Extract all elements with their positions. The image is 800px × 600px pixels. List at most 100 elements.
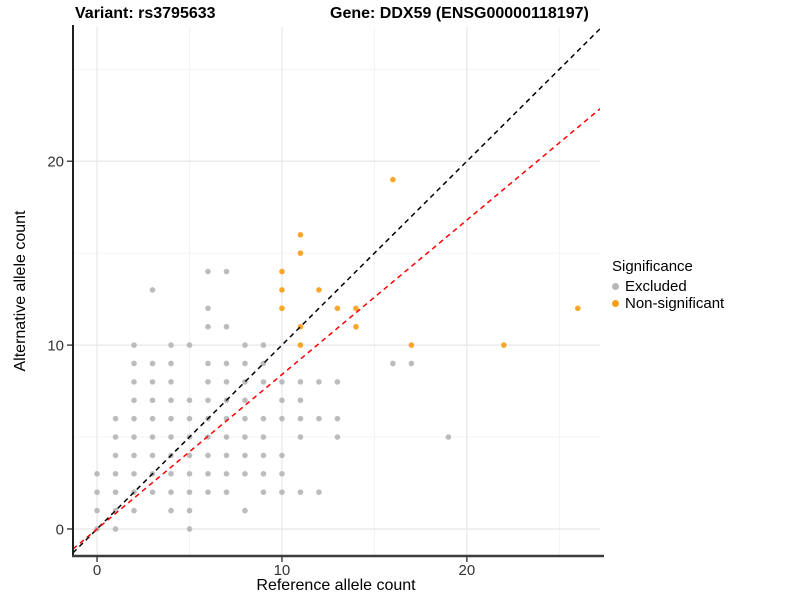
data-point-excluded [260, 434, 267, 440]
data-point-excluded [149, 397, 156, 404]
data-point-excluded [242, 342, 248, 348]
data-point-excluded [205, 379, 211, 385]
data-point-excluded [112, 434, 119, 440]
data-point-excluded [223, 489, 230, 495]
legend-item-non-significant: Non-significant [612, 295, 724, 312]
data-point-excluded [186, 415, 193, 422]
data-point-excluded [260, 379, 267, 385]
data-point-excluded [297, 379, 304, 385]
data-point-excluded [94, 471, 100, 477]
data-point-excluded [168, 342, 174, 348]
data-point-excluded [168, 489, 174, 495]
data-point-excluded [316, 489, 322, 495]
legend-title: Significance [612, 258, 693, 275]
data-point-excluded [279, 471, 285, 477]
data-point-excluded [131, 360, 137, 367]
legend-item-excluded: Excluded [612, 278, 724, 295]
legend-key-dot [612, 283, 619, 290]
data-point-excluded [168, 434, 174, 440]
data-point-excluded [131, 452, 137, 459]
data-point-excluded [186, 526, 193, 532]
data-point-excluded [131, 507, 137, 514]
data-point-non-significant [575, 305, 581, 312]
data-point-excluded [279, 489, 285, 495]
data-point-excluded [112, 452, 119, 459]
y-tick-label: 0 [56, 521, 64, 538]
data-point-excluded [186, 507, 193, 514]
data-point-excluded [242, 415, 248, 422]
data-point-non-significant [297, 231, 304, 238]
data-point-non-significant [353, 305, 359, 312]
data-point-excluded [242, 471, 248, 477]
x-tick-label: 10 [274, 562, 291, 579]
data-point-excluded [112, 415, 119, 422]
data-point-excluded [149, 434, 156, 440]
data-point-excluded [334, 415, 341, 422]
data-point-excluded [297, 397, 304, 404]
data-point-excluded [242, 452, 248, 459]
y-tick-label: 10 [47, 338, 64, 355]
data-point-excluded [260, 452, 267, 459]
expected-ratio-line [73, 108, 600, 550]
data-point-excluded [260, 471, 267, 477]
data-point-excluded [316, 379, 322, 385]
identity-line [73, 28, 600, 554]
data-point-excluded [149, 287, 156, 293]
data-point-excluded [205, 360, 211, 367]
data-point-non-significant [316, 287, 322, 293]
data-point-excluded [131, 379, 137, 385]
data-point-excluded [279, 415, 285, 422]
data-point-excluded [112, 489, 119, 495]
data-point-excluded [205, 489, 211, 495]
data-point-excluded [223, 452, 230, 459]
data-point-non-significant [334, 305, 341, 312]
data-point-non-significant [353, 323, 359, 330]
data-point-excluded [168, 379, 174, 385]
data-point-non-significant [279, 268, 285, 275]
data-point-excluded [279, 379, 285, 385]
data-point-excluded [131, 471, 137, 477]
legend-item-label: Non-significant [625, 295, 725, 312]
data-point-non-significant [390, 176, 396, 183]
data-point-excluded [205, 305, 211, 312]
x-tick-label: 20 [459, 562, 476, 579]
data-point-excluded [94, 507, 100, 514]
data-point-non-significant [279, 287, 285, 293]
data-point-excluded [94, 489, 100, 495]
data-point-excluded [334, 434, 341, 440]
data-point-excluded [445, 434, 452, 440]
legend-key-dot [612, 300, 619, 307]
data-point-excluded [223, 379, 230, 385]
variant-title: Variant: rs3795633 [75, 5, 216, 22]
data-point-excluded [223, 323, 230, 330]
data-point-excluded [131, 434, 137, 440]
data-point-non-significant [279, 305, 285, 312]
data-point-excluded [223, 471, 230, 477]
data-point-excluded [112, 471, 119, 477]
data-point-excluded [112, 526, 119, 532]
data-point-excluded [131, 415, 137, 422]
data-point-excluded [186, 452, 193, 459]
data-point-excluded [297, 415, 304, 422]
data-point-excluded [390, 360, 396, 367]
data-point-excluded [316, 415, 322, 422]
data-point-excluded [205, 268, 211, 275]
data-point-excluded [408, 360, 415, 367]
data-point-excluded [260, 489, 267, 495]
x-tick-label: 0 [93, 562, 101, 579]
data-point-excluded [168, 471, 174, 477]
data-point-excluded [168, 507, 174, 514]
data-point-excluded [279, 397, 285, 404]
x-axis-title: Reference allele count [256, 577, 416, 594]
data-point-excluded [223, 360, 230, 367]
data-point-excluded [168, 415, 174, 422]
data-point-excluded [205, 397, 211, 404]
data-point-excluded [186, 489, 193, 495]
data-point-excluded [297, 489, 304, 495]
y-axis-title: Alternative allele count [12, 210, 29, 372]
data-point-excluded [186, 471, 193, 477]
legend-items: Excluded Non-significant [612, 278, 724, 312]
data-point-excluded [186, 397, 193, 404]
data-point-excluded [149, 379, 156, 385]
data-point-excluded [223, 268, 230, 275]
